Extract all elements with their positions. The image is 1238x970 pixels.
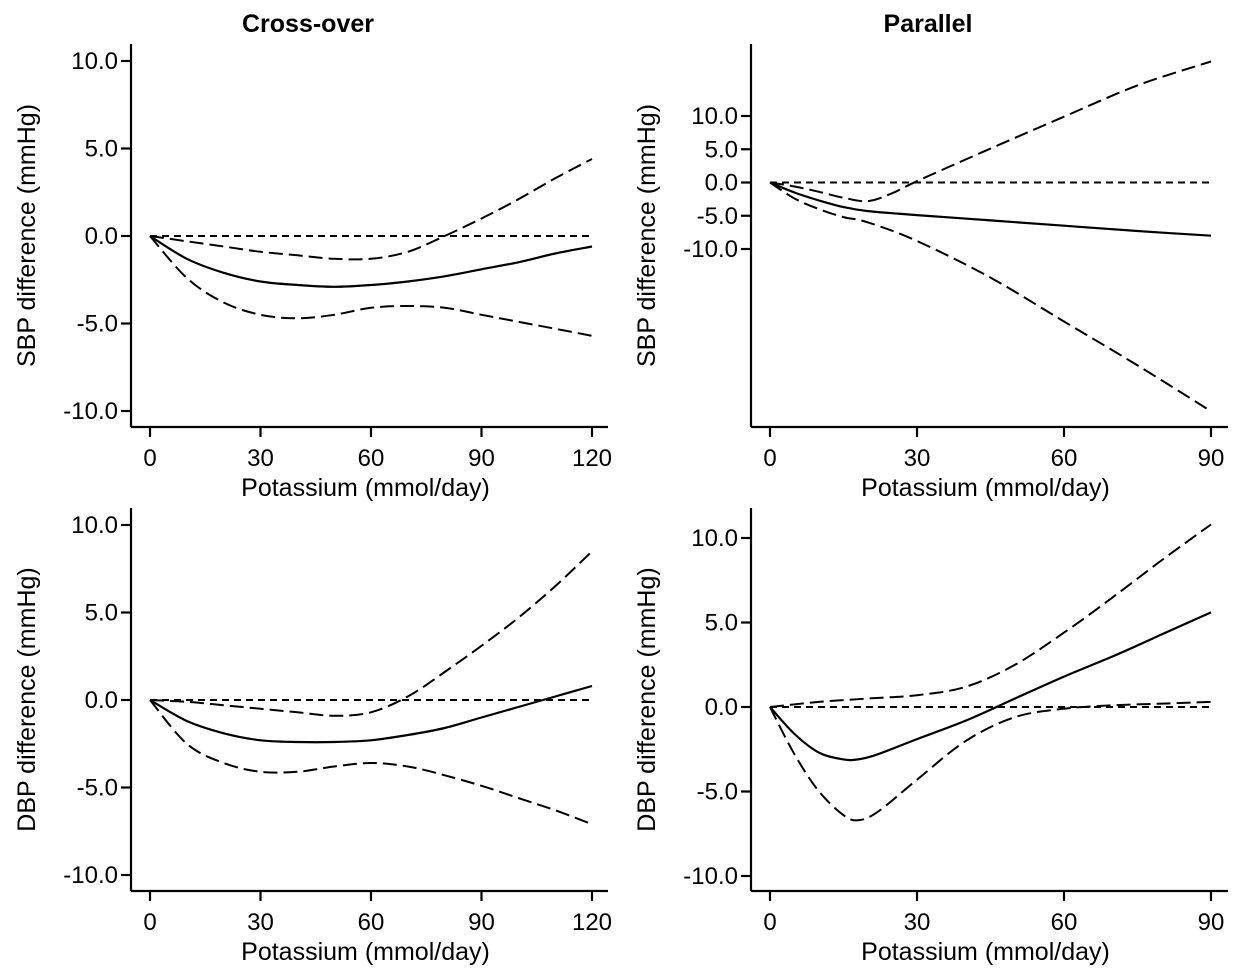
y-tick-label: -10.0	[63, 398, 118, 425]
y-axis-label: SBP difference (mmHg)	[633, 104, 661, 367]
x-tick-label: 90	[468, 909, 495, 936]
y-tick-label: 10.0	[691, 525, 738, 552]
x-axis-label: Potassium (mmol/day)	[241, 474, 490, 502]
upper-ci-line	[149, 550, 593, 717]
y-axis-label: SBP difference (mmHg)	[13, 104, 41, 367]
y-tick-label: 10.0	[71, 512, 118, 539]
lower-ci-line	[769, 700, 1212, 822]
y-tick-label: -5.0	[697, 203, 738, 230]
y-tick-label: 5.0	[705, 136, 738, 163]
x-tick-label: 60	[358, 445, 385, 472]
column-title-parallel: Parallel	[884, 10, 973, 38]
estimate-line	[769, 181, 1212, 237]
y-tick-label: -5.0	[77, 775, 118, 802]
y-tick-label: 10.0	[691, 103, 738, 130]
y-tick-label: 0.0	[705, 170, 738, 197]
x-tick-label: 120	[572, 445, 612, 472]
x-tick-label: 90	[1198, 445, 1225, 472]
x-tick-label: 30	[904, 909, 931, 936]
x-tick-label: 60	[1051, 909, 1078, 936]
y-tick-label: 0.0	[705, 694, 738, 721]
estimate-line	[149, 684, 593, 744]
column-title-cross-over: Cross-over	[242, 10, 374, 38]
y-tick-label: 0.0	[85, 687, 118, 714]
y-tick-label: 10.0	[71, 48, 118, 75]
panel-cross-over-sbp: 10.0 5.0 0.0 -5.0 -10.0 0 30 60 90 120 Potassium (…	[13, 44, 612, 502]
lower-ci-line	[149, 699, 593, 826]
y-tick-label: 5.0	[705, 610, 738, 637]
x-axis-label: Potassium (mmol/day)	[861, 938, 1110, 966]
y-axis-label: DBP difference (mmHg)	[13, 567, 41, 831]
panel-cross-over-dbp: 10.0 5.0 0.0 -5.0 -10.0 0 30 60 90 120 Potassium (…	[13, 508, 612, 966]
x-tick-label: 90	[468, 445, 495, 472]
upper-ci-line	[769, 523, 1212, 708]
x-tick-label: 60	[358, 909, 385, 936]
x-axis-label: Potassium (mmol/day)	[241, 938, 490, 966]
y-tick-label: -10.0	[683, 863, 738, 890]
x-tick-label: 30	[247, 909, 274, 936]
x-tick-label: 30	[904, 445, 931, 472]
y-tick-label: -5.0	[77, 311, 118, 338]
x-tick-label: 30	[247, 445, 274, 472]
x-tick-label: 120	[572, 909, 612, 936]
y-axis-label: DBP difference (mmHg)	[633, 567, 661, 831]
panel-parallel-sbp: 10.0 5.0 0.0 -5.0 -10.0 0 30 60 90 Potassium (mmo…	[633, 44, 1228, 502]
upper-ci-line	[769, 60, 1212, 203]
y-tick-label: -10.0	[683, 236, 738, 263]
x-tick-label: 0	[143, 909, 156, 936]
x-tick-label: 0	[143, 445, 156, 472]
x-axis-label: Potassium (mmol/day)	[861, 474, 1110, 502]
lower-ci-line	[769, 181, 1212, 413]
y-tick-label: -10.0	[63, 862, 118, 889]
x-tick-label: 0	[763, 909, 776, 936]
lower-ci-line	[149, 235, 593, 337]
y-tick-label: -5.0	[697, 779, 738, 806]
x-tick-label: 0	[763, 445, 776, 472]
y-tick-label: 0.0	[85, 223, 118, 250]
estimate-line	[149, 235, 593, 288]
panel-parallel-dbp: 10.0 5.0 0.0 -5.0 -10.0 0 30 60 90 Potassium (mmo…	[633, 508, 1228, 966]
estimate-line	[769, 611, 1212, 762]
y-tick-label: 5.0	[85, 136, 118, 163]
x-tick-label: 90	[1198, 909, 1225, 936]
y-tick-label: 5.0	[85, 600, 118, 627]
upper-ci-line	[149, 158, 593, 261]
x-tick-label: 60	[1051, 445, 1078, 472]
